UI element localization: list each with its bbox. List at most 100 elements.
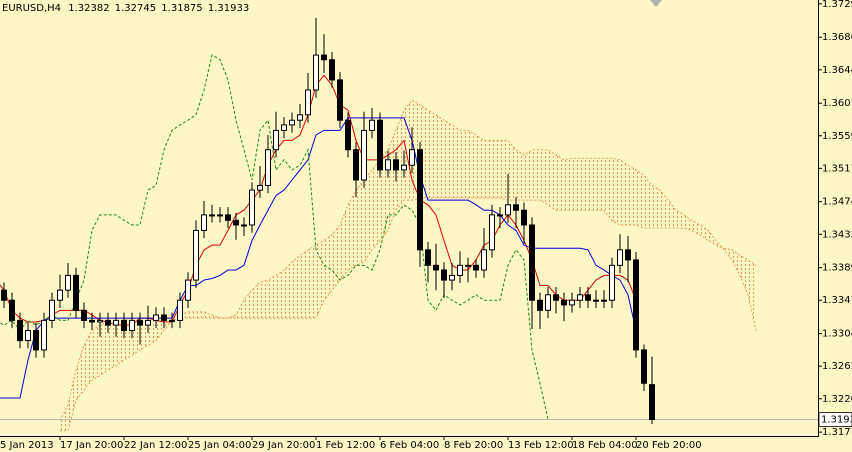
- x-tick-label: 17 Jan 20:00: [60, 440, 123, 451]
- x-tick-label: 29 Jan 20:00: [252, 440, 315, 451]
- candle-body: [193, 229, 199, 281]
- x-tick-label: 18 Feb 04:00: [572, 440, 638, 451]
- candle-body: [81, 309, 87, 321]
- candle-body: [393, 159, 399, 171]
- candle-body: [177, 299, 183, 321]
- candle-body: [145, 319, 151, 326]
- candle-body: [1, 289, 7, 301]
- candle-body: [273, 129, 279, 151]
- candle-body: [185, 279, 191, 301]
- candle-body: [633, 259, 639, 351]
- candle-body: [113, 319, 119, 326]
- candle-body: [41, 319, 47, 351]
- candle-body: [225, 214, 231, 221]
- x-tick-label: 22 Jan 12:00: [124, 440, 187, 451]
- candle-body: [361, 129, 367, 181]
- candle-body: [73, 274, 79, 311]
- candle-body: [641, 349, 647, 384]
- y-tick-label: 1.3304: [822, 329, 852, 340]
- x-tick-label: 8 Feb 20:00: [444, 440, 503, 451]
- x-tick-label: 13 Feb 12:00: [508, 440, 574, 451]
- senkou-span-b: [60, 197, 757, 432]
- candle-body: [489, 214, 495, 251]
- candle-body: [521, 209, 527, 226]
- candle-body: [297, 114, 303, 121]
- candle-body: [169, 319, 175, 322]
- candle-body: [337, 79, 343, 121]
- candle-body: [417, 149, 423, 251]
- candle-body: [561, 299, 567, 306]
- last-open: 1.32382: [68, 3, 109, 14]
- y-tick-label: 1.3644: [822, 65, 852, 76]
- candle-body: [33, 329, 39, 351]
- current-price-box: [818, 412, 852, 427]
- candle-body: [289, 119, 295, 126]
- candle-body: [97, 319, 103, 323]
- candle-body: [609, 264, 615, 301]
- candle-body: [585, 294, 591, 301]
- candle-body: [121, 319, 127, 331]
- cloud-area: [60, 100, 756, 431]
- candle-body: [545, 294, 551, 311]
- y-tick-label: 1.3729: [822, 0, 852, 10]
- candle-body: [401, 164, 407, 171]
- candle-body: [505, 204, 511, 216]
- candle-body: [321, 54, 327, 61]
- candle-body: [625, 249, 631, 261]
- candle-body: [529, 224, 535, 301]
- plot-area: [0, 17, 818, 432]
- candle-body: [377, 119, 383, 171]
- shift-marker: [650, 0, 662, 7]
- y-tick-label: 1.3432: [822, 229, 852, 240]
- y-tick-label: 1.3177: [822, 427, 852, 438]
- x-tick-label: 25 Jan 04:00: [188, 440, 251, 451]
- candle-body: [553, 294, 559, 301]
- candle-body: [465, 264, 471, 267]
- candle-body: [385, 159, 391, 171]
- y-tick-label: 1.3686: [822, 32, 852, 43]
- candle-body: [305, 89, 311, 116]
- candle-body: [449, 274, 455, 281]
- candle-body: [209, 214, 215, 217]
- candle-body: [217, 214, 223, 217]
- candle-body: [249, 189, 255, 226]
- candle-body: [593, 299, 599, 302]
- senkou-span-a: [59, 99, 757, 421]
- y-tick-label: 1.3262: [822, 361, 852, 372]
- candle-body: [369, 119, 375, 131]
- candle-body: [153, 314, 159, 321]
- candle-body: [313, 54, 319, 91]
- candle-body: [265, 149, 271, 186]
- candle-body: [345, 119, 351, 151]
- chart-header: EURUSD,H4 1.32382 1.32745 1.31875 1.3193…: [2, 3, 249, 14]
- y-tick-label: 1.3347: [822, 295, 852, 306]
- x-tick-label: 20 Feb 20:00: [636, 440, 702, 451]
- candle-body: [353, 149, 359, 181]
- candle-body: [441, 269, 447, 281]
- candle-body: [161, 314, 167, 321]
- y-tick-label: 1.3474: [822, 197, 852, 208]
- candle-body: [25, 329, 31, 342]
- candle-body: [649, 384, 655, 420]
- candle-body: [457, 264, 463, 276]
- candle-body: [9, 299, 15, 321]
- candle-body: [473, 264, 479, 271]
- candle-body: [137, 319, 143, 326]
- candle-body: [513, 204, 519, 211]
- candle-body: [89, 319, 95, 323]
- y-tick-label: 1.3559: [822, 131, 852, 142]
- candle-body: [433, 264, 439, 271]
- candle-body: [65, 274, 71, 291]
- candle-body: [481, 249, 487, 271]
- candle-body: [497, 214, 503, 217]
- candle-body: [601, 299, 607, 302]
- symbol: EURUSD,H4: [2, 3, 61, 14]
- x-tick-label: 6 Feb 04:00: [380, 440, 439, 451]
- candle-body: [409, 149, 415, 166]
- indicator-line: [0, 54, 549, 420]
- candle-body: [49, 299, 55, 321]
- last-low: 1.31875: [161, 3, 202, 14]
